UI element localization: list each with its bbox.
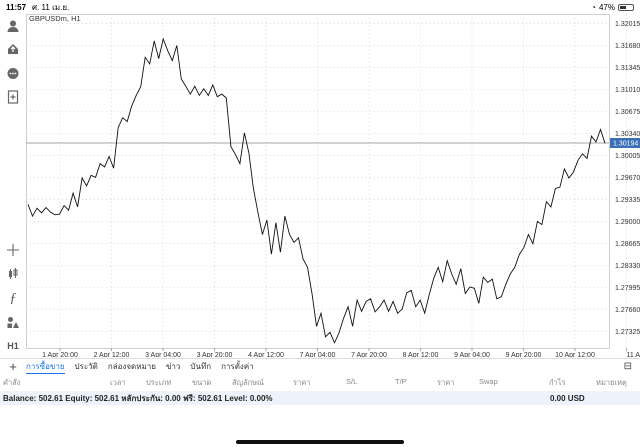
price-series <box>27 37 606 344</box>
status-time: 11:57 <box>6 2 27 12</box>
column-header[interactable]: Swap <box>479 377 498 386</box>
x-tick-label: 3 Apr 04:00 <box>145 352 181 357</box>
column-header[interactable]: หมายเหตุ <box>596 378 627 387</box>
y-tick-label: 1.29670 <box>615 175 640 182</box>
tab-0[interactable]: การซื้อขาย <box>26 360 65 374</box>
status-bar: 11:57 ศ. 11 เม.ย. ◔ 47% <box>0 0 640 14</box>
y-tick-label: 1.28665 <box>615 241 640 248</box>
chat-icon[interactable] <box>3 64 23 84</box>
x-tick-label: 4 Apr 12:00 <box>248 352 284 357</box>
y-tick-label: 1.31345 <box>615 65 640 72</box>
price-line <box>27 37 606 344</box>
column-header[interactable]: ประเภท <box>146 378 172 387</box>
add-order-icon[interactable]: + <box>9 359 17 374</box>
status-right: ◔ 47% <box>591 3 634 12</box>
chart-grid <box>26 14 627 349</box>
y-axis: 1.32015 1.31680 1.31345 1.31010 1.30675 1.303… <box>610 21 640 336</box>
status-date: ศ. 11 เม.ย. <box>32 2 70 12</box>
tab-3[interactable]: ข่าว <box>165 361 181 371</box>
column-header[interactable]: T/P <box>395 377 407 386</box>
y-tick-label: 1.30675 <box>615 109 640 116</box>
left-toolbar: ƒ H1 <box>0 14 28 354</box>
share-icon[interactable] <box>3 39 23 59</box>
y-tick-label: 1.31680 <box>615 43 640 50</box>
price-chart[interactable]: 1.32015 1.31680 1.31345 1.31010 1.30675 1.303… <box>26 12 640 359</box>
candles-icon[interactable] <box>3 264 23 284</box>
crosshair-icon[interactable] <box>3 240 23 260</box>
column-header[interactable]: ราคา <box>293 378 311 387</box>
x-tick-label: 7 Apr 20:00 <box>351 352 387 357</box>
x-tick-label: 9 Apr 20:00 <box>506 352 542 357</box>
x-tick-label: 8 Apr 12:00 <box>403 352 439 357</box>
document-icon[interactable] <box>3 87 23 107</box>
column-header[interactable]: ราคา <box>437 378 455 387</box>
column-header[interactable]: คำสั่ง <box>3 378 21 387</box>
balance-bar: Balance: 502.61 Equity: 502.61 หลักประกั… <box>0 391 640 405</box>
terminal-tabs: + การซื้อขาย ประวัติ กล่องจดหมาย ข่าว บันทึก… <box>0 358 640 374</box>
tab-5[interactable]: การตั้งค่า <box>221 361 254 371</box>
x-tick-label: 2 Apr 12:00 <box>94 352 130 357</box>
x-tick-label: 11 Apr 04:00 <box>627 352 640 357</box>
timeframe-icon[interactable]: H1 <box>7 341 19 351</box>
plot-frame <box>26 14 610 349</box>
battery-icon <box>618 3 634 11</box>
collapse-panel-icon[interactable]: ⊟ <box>623 361 632 372</box>
tab-4[interactable]: บันทึก <box>190 361 212 371</box>
current-price-tag <box>610 138 640 149</box>
y-tick-label: 1.30005 <box>615 153 640 160</box>
y-tick-label: 1.30340 <box>615 131 640 138</box>
y-tick-label: 1.29335 <box>615 197 640 204</box>
column-header[interactable]: เวลา <box>110 378 126 387</box>
y-tick-label: 1.28330 <box>615 263 640 270</box>
x-tick-label: 10 Apr 12:00 <box>555 352 595 357</box>
current-price-label: 1.30194 <box>613 141 638 148</box>
y-tick-label: 1.27995 <box>615 285 640 292</box>
objects-icon[interactable] <box>3 312 23 332</box>
y-tick-label: 1.27660 <box>615 307 640 314</box>
battery-percent: 47% <box>598 2 615 12</box>
y-tick-label: 1.31010 <box>615 87 640 94</box>
balance-total: 0.00 USD <box>550 393 585 403</box>
x-tick-label: 3 Apr 20:00 <box>197 352 233 357</box>
column-header[interactable]: กำไร <box>549 378 566 387</box>
home-indicator[interactable] <box>236 440 404 444</box>
column-header[interactable]: S/L <box>346 377 358 386</box>
y-tick-label: 1.29000 <box>615 219 640 226</box>
function-icon[interactable]: ƒ <box>9 291 17 306</box>
x-axis: 1 Apr 20:00 2 Apr 12:00 3 Apr 04:00 3 Apr 2… <box>42 348 640 359</box>
trade-columns: คำสั่ง เวลา ประเภท ขนาด สัญลักษณ์ ราคา S/L T/P ร… <box>0 375 640 389</box>
wifi-icon: ◔ <box>591 2 596 12</box>
y-tick-label: 1.27325 <box>615 329 640 336</box>
tab-1[interactable]: ประวัติ <box>74 361 98 371</box>
balance-text: Balance: 502.61 Equity: 502.61 หลักประกั… <box>3 393 273 403</box>
x-tick-label: 7 Apr 04:00 <box>300 352 336 357</box>
y-tick-label: 1.32015 <box>615 21 640 28</box>
x-tick-label: 1 Apr 20:00 <box>42 352 78 357</box>
battery-fill <box>620 5 627 9</box>
chart-svg[interactable]: 1.32015 1.31680 1.31345 1.31010 1.30675 1.303… <box>26 12 640 359</box>
user-icon[interactable] <box>3 16 23 36</box>
x-tick-label: 9 Apr 04:00 <box>454 352 490 357</box>
tab-list: การซื้อขาย ประวัติ กล่องจดหมาย ข่าว บันทึก กา… <box>26 360 264 374</box>
chart-symbol: GBPUSDm, H1 <box>29 14 81 23</box>
column-header[interactable]: ขนาด <box>192 378 212 387</box>
tab-2[interactable]: กล่องจดหมาย <box>107 361 156 371</box>
column-header[interactable]: สัญลักษณ์ <box>232 378 265 387</box>
